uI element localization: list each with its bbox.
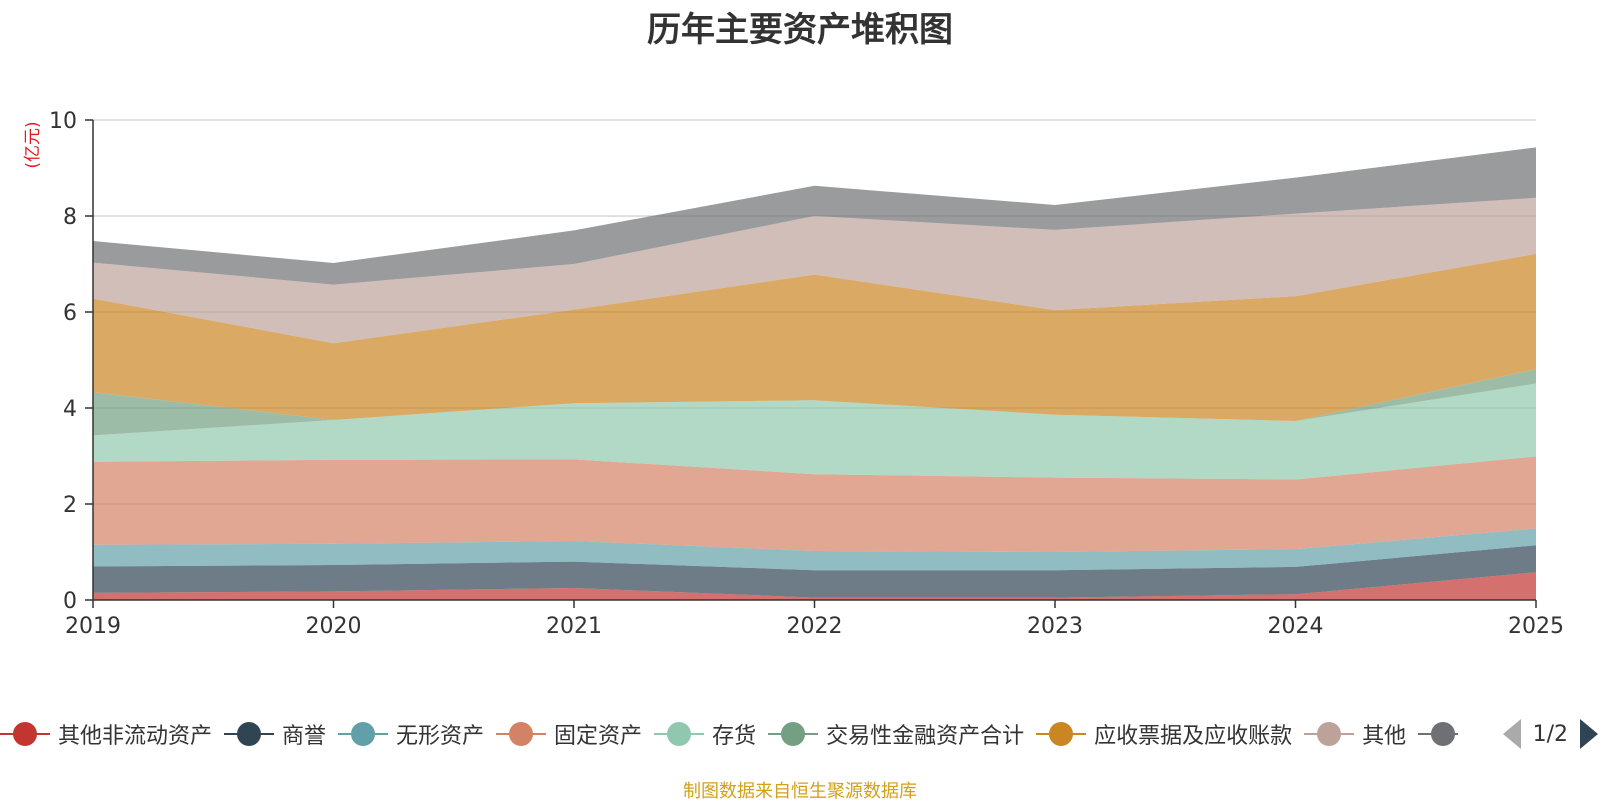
legend-marker-icon bbox=[1304, 722, 1355, 746]
legend-marker-icon bbox=[224, 722, 275, 746]
x-tick-label: 2019 bbox=[65, 614, 121, 639]
y-tick-label: 8 bbox=[63, 205, 77, 230]
area-其他2[interactable] bbox=[93, 147, 1536, 285]
legend-item[interactable]: 存货 bbox=[654, 718, 756, 750]
source-note: 制图数据来自恒生聚源数据库 bbox=[683, 781, 917, 802]
legend: 其他非流动资产商誉无形资产固定资产存货交易性金融资产合计应收票据及应收账款其他其… bbox=[0, 714, 1600, 754]
legend-label: 无形资产 bbox=[396, 724, 485, 749]
y-tick-label: 0 bbox=[63, 589, 77, 614]
legend-item[interactable]: 其他非流动资产 bbox=[0, 718, 212, 750]
legend-label: 固定资产 bbox=[554, 724, 643, 749]
legend-item[interactable]: 其他 bbox=[1304, 718, 1406, 750]
area-无形资产[interactable] bbox=[93, 528, 1536, 571]
legend-marker-icon bbox=[338, 722, 389, 746]
y-tick-label: 10 bbox=[49, 109, 77, 134]
area-其他[interactable] bbox=[93, 197, 1536, 344]
legend-label: 商誉 bbox=[282, 724, 327, 749]
x-tick-label: 2021 bbox=[546, 614, 602, 639]
y-tick-label: 2 bbox=[63, 493, 77, 518]
legend-prev-page-icon[interactable] bbox=[1502, 719, 1521, 749]
area-存货[interactable] bbox=[93, 383, 1536, 480]
legend-marker-icon bbox=[0, 722, 50, 746]
legend-marker-icon bbox=[768, 722, 819, 746]
stacked-areas bbox=[93, 147, 1536, 600]
x-tick-label: 2022 bbox=[787, 614, 843, 639]
x-tick-label: 2023 bbox=[1027, 614, 1083, 639]
legend-next-page-icon[interactable] bbox=[1580, 719, 1598, 749]
legend-item[interactable]: 应收票据及应收账款 bbox=[1036, 718, 1292, 750]
x-tick-label: 2024 bbox=[1268, 614, 1324, 639]
legend-marker-icon bbox=[1036, 722, 1087, 746]
x-tick-label: 2025 bbox=[1508, 614, 1564, 639]
legend-marker-icon bbox=[1418, 722, 1469, 746]
legend-marker-icon bbox=[654, 722, 705, 746]
area-其他非流动资产[interactable] bbox=[93, 572, 1536, 600]
legend-label: 存货 bbox=[712, 724, 757, 749]
legend-marker-icon bbox=[496, 722, 547, 746]
legend-item[interactable]: 无形资产 bbox=[338, 718, 484, 750]
legend-label: 其他 bbox=[1362, 724, 1407, 749]
legend-label: 应收票据及应收账款 bbox=[1094, 724, 1293, 749]
legend-page-indicator: 1/2 bbox=[1532, 721, 1568, 747]
area-商誉[interactable] bbox=[93, 545, 1536, 598]
area-固定资产[interactable] bbox=[93, 456, 1536, 553]
legend-item[interactable]: 商誉 bbox=[224, 718, 326, 750]
x-tick-label: 2020 bbox=[306, 614, 362, 639]
legend-item[interactable]: 固定资产 bbox=[496, 718, 642, 750]
legend-pager: 1/2 bbox=[1458, 714, 1600, 754]
axes: 0 2 4 6 8 10 2019 2020 2021 2022 2023 2024 2025 bbox=[49, 109, 1564, 639]
legend-label: 交易性金融资产合计 bbox=[826, 724, 1025, 749]
legend-label: 其他非流动资产 bbox=[58, 724, 213, 749]
y-tick-label: 6 bbox=[63, 301, 77, 326]
y-tick-label: 4 bbox=[63, 397, 77, 422]
y-axis-title: (亿元) bbox=[23, 121, 43, 168]
chart-title: 历年主要资产堆积图 bbox=[647, 10, 953, 50]
area-应收票据及应收账款[interactable] bbox=[93, 253, 1536, 421]
legend-item[interactable]: 交易性金融资产合计 bbox=[768, 718, 1024, 750]
